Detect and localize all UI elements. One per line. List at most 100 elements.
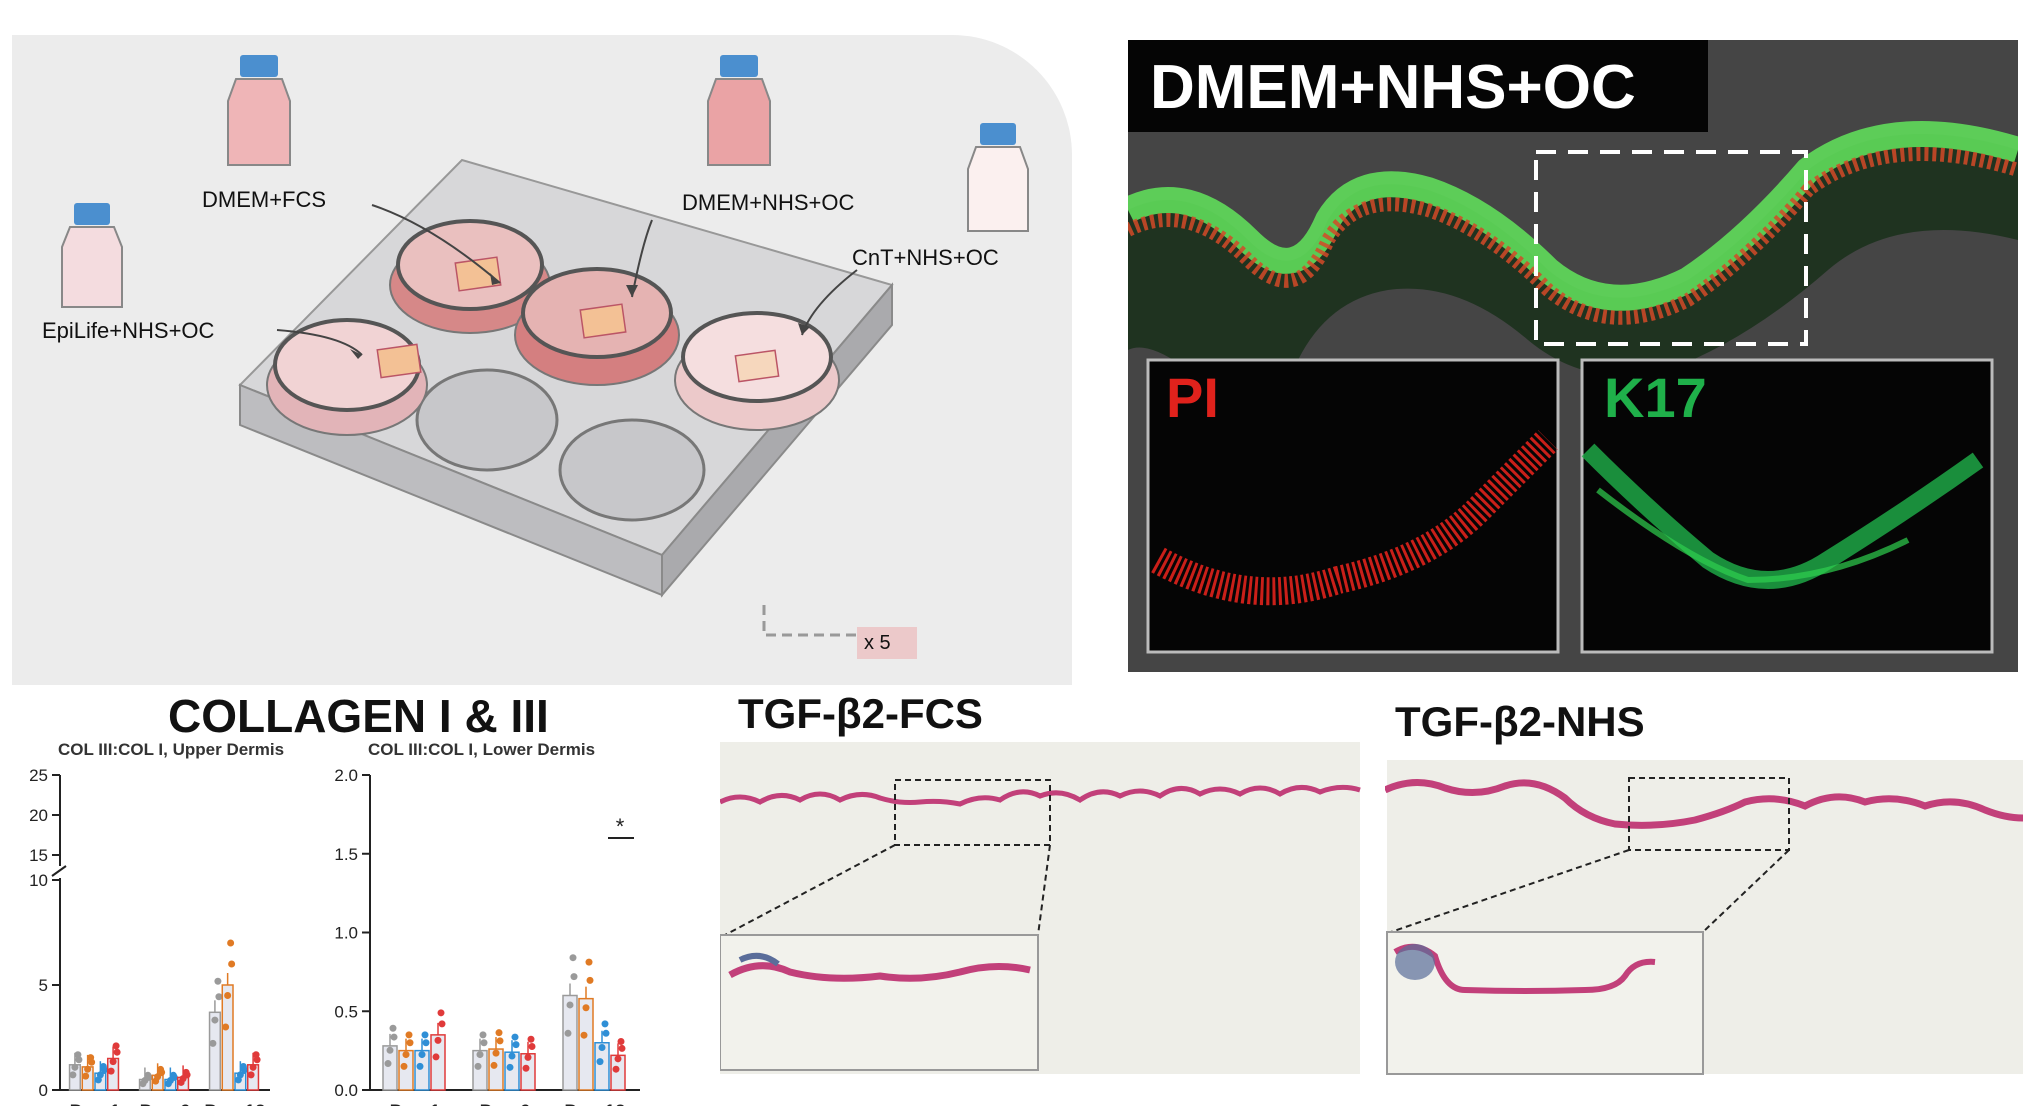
- data-point: [586, 976, 594, 984]
- histology-nhs-panel: TGF-β2-NHS: [1385, 690, 2025, 1080]
- bar: [221, 984, 234, 1091]
- data-point: [211, 1016, 219, 1024]
- y-tick-label: 20: [29, 806, 48, 825]
- data-point: [74, 1051, 82, 1059]
- data-point: [209, 1039, 217, 1047]
- data-point: [71, 1063, 79, 1071]
- data-point: [566, 1001, 574, 1009]
- x-tick-label: Day 6: [480, 1102, 531, 1106]
- upper-chart-title: COL III:COL I, Upper Dermis: [58, 740, 285, 759]
- y-tick-label: 25: [29, 766, 48, 785]
- data-point: [113, 1048, 121, 1056]
- data-point: [476, 1051, 484, 1059]
- data-point: [437, 1009, 445, 1017]
- data-point: [614, 1055, 622, 1063]
- replicate-multiplier: x 5: [864, 632, 891, 654]
- bar: [562, 994, 578, 1091]
- data-point: [215, 993, 223, 1001]
- data-point: [438, 1020, 446, 1028]
- data-point: [141, 1077, 149, 1085]
- label-cnt-nhs-oc: CnT+NHS+OC: [852, 245, 999, 270]
- data-point: [179, 1075, 187, 1083]
- label-epilife-nhs-oc: EpiLife+NHS+OC: [42, 318, 215, 343]
- data-point: [602, 1029, 610, 1037]
- fluorescence-micrograph: DMEM+NHS+OC PI K17: [1128, 40, 2018, 672]
- zoom-region: [1534, 150, 1808, 346]
- k17-label: K17: [1604, 366, 1707, 429]
- data-point: [495, 1029, 503, 1037]
- data-point: [496, 1037, 504, 1045]
- data-point: [527, 1035, 535, 1043]
- plate-illustration: [61, 55, 1029, 659]
- histology-nhs-image: [1385, 760, 2024, 1075]
- empty-wells: [415, 368, 706, 522]
- data-point: [405, 1031, 413, 1039]
- data-point: [580, 1031, 588, 1039]
- significance-marker: *: [616, 814, 625, 839]
- data-point: [157, 1065, 165, 1073]
- y-tick-label: 10: [29, 871, 48, 890]
- data-point: [512, 1041, 520, 1049]
- medium-bottle-icon: [61, 203, 123, 308]
- data-point: [224, 992, 232, 999]
- collagen-heading: COLLAGEN I & III: [168, 690, 549, 742]
- fluorescence-image: [1128, 40, 2018, 672]
- histology-nhs-title: TGF-β2-NHS: [1395, 698, 1645, 745]
- data-point: [506, 1063, 514, 1071]
- data-point: [617, 1037, 625, 1045]
- data-point: [96, 1071, 104, 1079]
- data-point: [582, 1004, 590, 1012]
- data-point: [492, 1049, 500, 1057]
- data-point: [386, 1046, 394, 1054]
- y-tick-label: 0: [39, 1081, 48, 1100]
- data-point: [508, 1052, 516, 1060]
- data-point: [390, 1033, 398, 1041]
- data-point: [84, 1065, 92, 1073]
- data-point: [222, 1023, 230, 1031]
- zoom-region: [1628, 777, 1790, 851]
- data-point: [239, 1062, 247, 1070]
- bar: [382, 1045, 398, 1091]
- bar: [520, 1053, 536, 1091]
- data-point: [416, 1062, 424, 1070]
- data-point: [618, 1044, 626, 1052]
- data-point: [598, 1043, 606, 1051]
- data-point: [99, 1062, 107, 1070]
- data-point: [169, 1071, 177, 1079]
- y-tick-label: 2.0: [334, 766, 358, 785]
- data-point: [247, 1071, 255, 1079]
- data-point: [236, 1071, 244, 1079]
- fluorescence-title: DMEM+NHS+OC: [1150, 53, 1636, 122]
- data-point: [249, 1063, 257, 1071]
- x-tick-label: Day 1: [390, 1102, 441, 1106]
- data-point: [384, 1060, 392, 1068]
- title-bar: [1128, 40, 1708, 132]
- data-point: [524, 1053, 532, 1061]
- y-tick-label: 1.0: [334, 924, 358, 943]
- bar: [208, 1011, 222, 1091]
- data-point: [406, 1039, 414, 1047]
- histology-nhs-inset: [1386, 931, 1704, 1075]
- data-point: [402, 1051, 410, 1059]
- y-tick-label: 0.0: [334, 1081, 358, 1100]
- data-point: [228, 960, 236, 968]
- axis-break-mark: [51, 865, 67, 877]
- data-point: [432, 1053, 440, 1061]
- data-point: [166, 1077, 174, 1085]
- data-point: [434, 1036, 442, 1044]
- culture-plate-diagram: DMEM+FCS DMEM+NHS+OC CnT+NHS+OC EpiLife+…: [12, 35, 1072, 685]
- data-point: [107, 1067, 115, 1075]
- data-point: [144, 1071, 152, 1079]
- data-point: [182, 1068, 190, 1076]
- medium-bottle-icon: [707, 55, 771, 166]
- y-tick-label: 0.5: [334, 1002, 358, 1021]
- medium-bottle-icon: [227, 55, 291, 166]
- x-tick-label: Day 1: [70, 1102, 121, 1106]
- data-point: [522, 1064, 530, 1072]
- data-point: [564, 1029, 572, 1037]
- data-point: [596, 1058, 604, 1066]
- collagen-bar-charts: 0 5 10 15 20 25 Day 1 Day 6 Day 12 0.0 0.5 1.0 1.5 2.…: [29, 766, 640, 1111]
- data-point: [479, 1031, 487, 1039]
- y-tick-label: 15: [29, 846, 48, 865]
- data-point: [252, 1051, 260, 1059]
